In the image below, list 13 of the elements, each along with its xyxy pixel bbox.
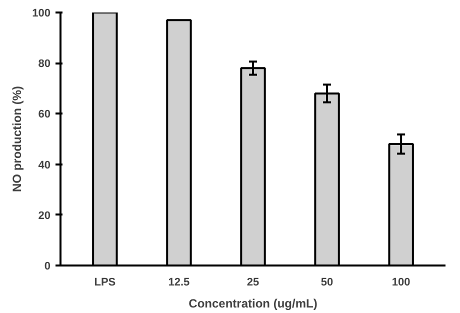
x-tick-label: 100 xyxy=(392,276,410,288)
y-tick-label: 60 xyxy=(38,108,51,121)
y-tick-label: 20 xyxy=(38,210,51,222)
x-axis-title: Concentration (ug/mL) xyxy=(188,296,318,310)
x-tick-label: LPS xyxy=(94,276,116,288)
y-tick-label: 100 xyxy=(32,8,51,20)
y-tick-label: 80 xyxy=(38,58,51,70)
y-axis-title: NO production (%) xyxy=(10,86,24,192)
y-tick-label: 40 xyxy=(38,159,51,172)
x-tick-label: 50 xyxy=(320,276,334,288)
x-tick-label: 25 xyxy=(246,276,260,288)
x-tick-label: 12.5 xyxy=(168,276,190,288)
y-tick-label: 0 xyxy=(44,260,51,272)
